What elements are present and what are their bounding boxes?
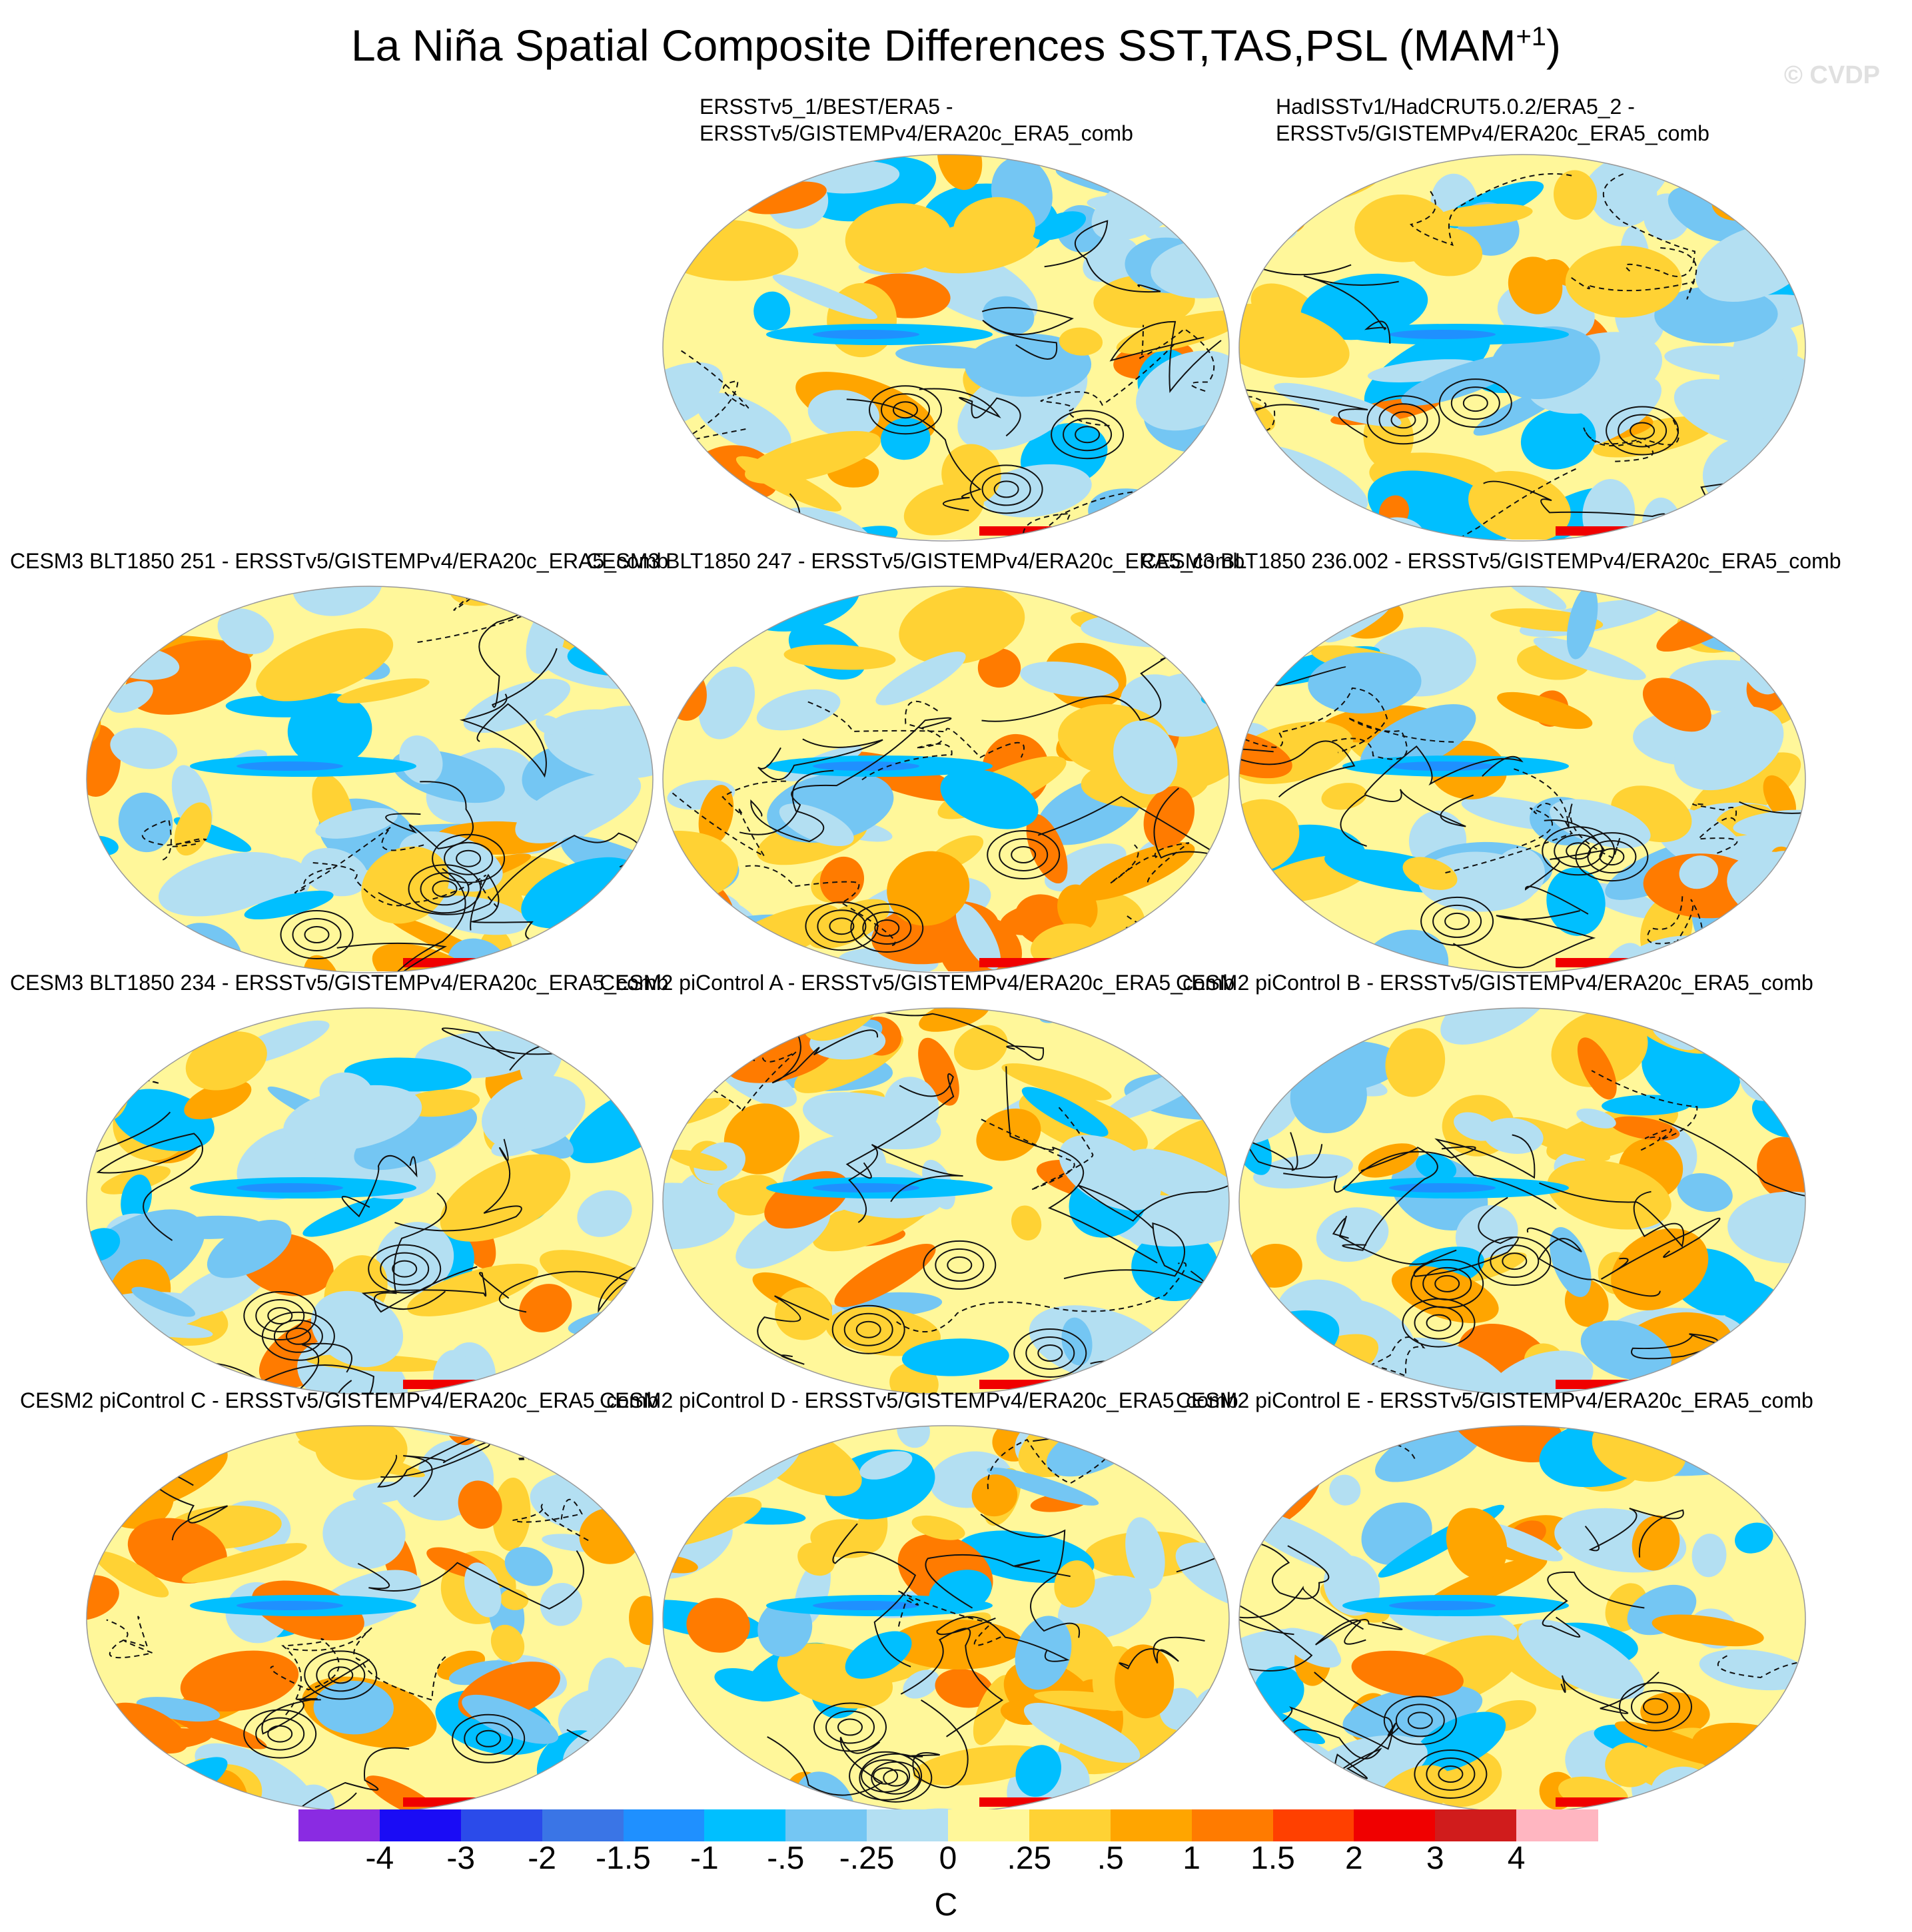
anomaly-field (663, 155, 1229, 541)
map-panel-7: CESM2 piControl A - ERSSTv5/GISTEMPv4/ER… (600, 969, 1234, 1409)
map-outline (662, 586, 1230, 973)
colorbar-box (704, 1809, 786, 1841)
colorbar-tick-label: 1.5 (1250, 1841, 1295, 1876)
watermark: © CVDP (1783, 61, 1880, 89)
panel-title: CESM3 BLT1850 236.002 - ERSSTv5/GISTEMPv… (1141, 549, 1841, 573)
anomaly-field (1239, 586, 1805, 973)
anomaly-field (1239, 1426, 1805, 1812)
colorbar-tick-label: 1 (1183, 1841, 1200, 1876)
colorbar-box (785, 1809, 867, 1841)
colorbar-tick-label: -.5 (767, 1841, 805, 1876)
map-panel-1: ERSSTv5_1/BEST/ERA5 - ERSSTv5/GISTEMPv4/E… (660, 95, 1232, 542)
world-map (86, 1007, 654, 1395)
world-map (1238, 586, 1806, 973)
anomaly-field (663, 1426, 1229, 1812)
colorbar-tick-label: .25 (1007, 1841, 1052, 1876)
colorbar (298, 1809, 1598, 1841)
world-map (1238, 154, 1806, 542)
world-map (662, 1425, 1230, 1813)
colorbar-tick-label: -2 (528, 1841, 556, 1876)
map-panel-10: CESM2 piControl D - ERSSTv5/GISTEMPv4/ER… (600, 1387, 1238, 1827)
anomaly-field (663, 586, 1229, 973)
colorbar-box (948, 1809, 1030, 1841)
world-map (1238, 1007, 1806, 1395)
colorbar-tick-label: .5 (1097, 1841, 1124, 1876)
colorbar-tick-label: -1 (690, 1841, 719, 1876)
anomaly-field (1239, 1008, 1805, 1394)
world-map (86, 586, 654, 973)
colorbar-box (1354, 1809, 1436, 1841)
map-outline (1238, 154, 1806, 542)
anomaly-field (1239, 155, 1805, 541)
map-panel-9: CESM2 piControl C - ERSSTv5/GISTEMPv4/ER… (20, 1387, 659, 1827)
colorbar-box (1435, 1809, 1517, 1841)
map-outline (86, 1007, 654, 1395)
colorbar-box (1029, 1809, 1111, 1841)
colorbar-tick-label: 3 (1426, 1841, 1444, 1876)
panel-title: CESM2 piControl E - ERSSTv5/GISTEMPv4/ER… (1176, 1388, 1813, 1412)
panel-title: ERSSTv5_1/BEST/ERA5 - ERSSTv5/GISTEMPv4/E… (700, 95, 1133, 145)
map-panel-4: CESM3 BLT1850 247 - ERSSTv5/GISTEMPv4/ER… (586, 548, 1244, 987)
panel-title: CESM2 piControl A - ERSSTv5/GISTEMPv4/ER… (600, 971, 1235, 995)
panel-title: CESM3 BLT1850 234 - ERSSTv5/GISTEMPv4/ER… (10, 971, 669, 995)
colorbar-tick-label: 2 (1345, 1841, 1363, 1876)
anomaly-field (87, 1008, 653, 1394)
colorbar-box (1191, 1809, 1273, 1841)
panel-title: CESM3 BLT1850 251 - ERSSTv5/GISTEMPv4/ER… (10, 549, 669, 573)
panel-title: CESM3 BLT1850 247 - ERSSTv5/GISTEMPv4/ER… (586, 549, 1245, 573)
map-panel-8: CESM2 piControl B - ERSSTv5/GISTEMPv4/ER… (1176, 969, 1813, 1409)
panel-title: CESM2 piControl D - ERSSTv5/GISTEMPv4/ER… (600, 1388, 1238, 1412)
panel-title: CESM2 piControl B - ERSSTv5/GISTEMPv4/ER… (1176, 971, 1813, 995)
colorbar-unit: C (934, 1887, 958, 1923)
panel-title: HadISSTv1/HadCRUT5.0.2/ERA5_2 - ERSSTv5/G… (1276, 95, 1709, 145)
map-panel-3: CESM3 BLT1850 251 - ERSSTv5/GISTEMPv4/ER… (10, 548, 668, 987)
colorbar-tick-label: 4 (1507, 1841, 1526, 1876)
map-panel-6: CESM3 BLT1850 234 - ERSSTv5/GISTEMPv4/ER… (10, 969, 668, 1409)
colorbar-box (623, 1809, 705, 1841)
panel-title: CESM2 piControl C - ERSSTv5/GISTEMPv4/ER… (20, 1388, 659, 1412)
colorbar-box (867, 1809, 949, 1841)
colorbar-box (298, 1809, 380, 1841)
figure-title: La Niña Spatial Composite Differences SS… (350, 21, 1562, 70)
world-map (662, 1007, 1230, 1395)
map-outline (662, 154, 1230, 542)
colorbar-box (1272, 1809, 1354, 1841)
anomaly-field (663, 1008, 1229, 1394)
map-panel-2: HadISSTv1/HadCRUT5.0.2/ERA5_2 - ERSSTv5/G… (1236, 95, 1809, 542)
colorbar-box (460, 1809, 543, 1841)
map-outline (1238, 1007, 1806, 1395)
colorbar-box (379, 1809, 462, 1841)
map-panel-5: CESM3 BLT1850 236.002 - ERSSTv5/GISTEMPv… (1141, 548, 1841, 987)
colorbar-box (1516, 1809, 1598, 1841)
world-map (1238, 1425, 1806, 1813)
world-map (662, 154, 1230, 542)
colorbar-tick-label: -1.5 (596, 1841, 651, 1876)
colorbar-tick-label: -3 (446, 1841, 476, 1876)
map-panel-11: CESM2 piControl E - ERSSTv5/GISTEMPv4/ER… (1176, 1387, 1813, 1827)
map-outline (1238, 586, 1806, 973)
colorbar-tick-label: -4 (365, 1841, 394, 1876)
anomaly-field (87, 1426, 653, 1812)
anomaly-field (87, 586, 653, 973)
colorbar-tick-label: -.25 (839, 1841, 895, 1876)
world-map (86, 1425, 654, 1813)
map-outline (86, 586, 654, 973)
map-outline (662, 1007, 1230, 1395)
world-map (662, 586, 1230, 973)
colorbar-box (1110, 1809, 1193, 1841)
colorbar-box (542, 1809, 624, 1841)
colorbar-tick-label: 0 (939, 1841, 957, 1876)
